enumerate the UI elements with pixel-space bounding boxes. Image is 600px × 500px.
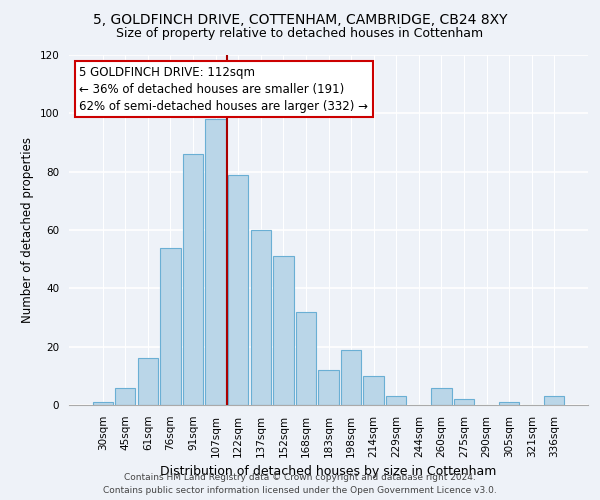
Bar xyxy=(454,399,474,405)
Text: 5 GOLDFINCH DRIVE: 112sqm
← 36% of detached houses are smaller (191)
62% of semi: 5 GOLDFINCH DRIVE: 112sqm ← 36% of detac… xyxy=(79,66,368,112)
Bar xyxy=(544,396,565,405)
Bar xyxy=(92,402,113,405)
Text: Contains HM Land Registry data © Crown copyright and database right 2024.
Contai: Contains HM Land Registry data © Crown c… xyxy=(103,474,497,495)
Bar xyxy=(364,376,384,405)
Bar xyxy=(228,174,248,405)
Bar xyxy=(115,388,136,405)
Y-axis label: Number of detached properties: Number of detached properties xyxy=(21,137,34,323)
Bar xyxy=(273,256,293,405)
Bar xyxy=(296,312,316,405)
Bar xyxy=(386,396,406,405)
Bar xyxy=(205,119,226,405)
Bar xyxy=(341,350,361,405)
Text: Size of property relative to detached houses in Cottenham: Size of property relative to detached ho… xyxy=(116,28,484,40)
Bar xyxy=(251,230,271,405)
X-axis label: Distribution of detached houses by size in Cottenham: Distribution of detached houses by size … xyxy=(160,465,497,478)
Bar xyxy=(431,388,452,405)
Text: 5, GOLDFINCH DRIVE, COTTENHAM, CAMBRIDGE, CB24 8XY: 5, GOLDFINCH DRIVE, COTTENHAM, CAMBRIDGE… xyxy=(93,12,507,26)
Bar xyxy=(319,370,338,405)
Bar xyxy=(499,402,519,405)
Bar xyxy=(183,154,203,405)
Bar xyxy=(160,248,181,405)
Bar xyxy=(138,358,158,405)
